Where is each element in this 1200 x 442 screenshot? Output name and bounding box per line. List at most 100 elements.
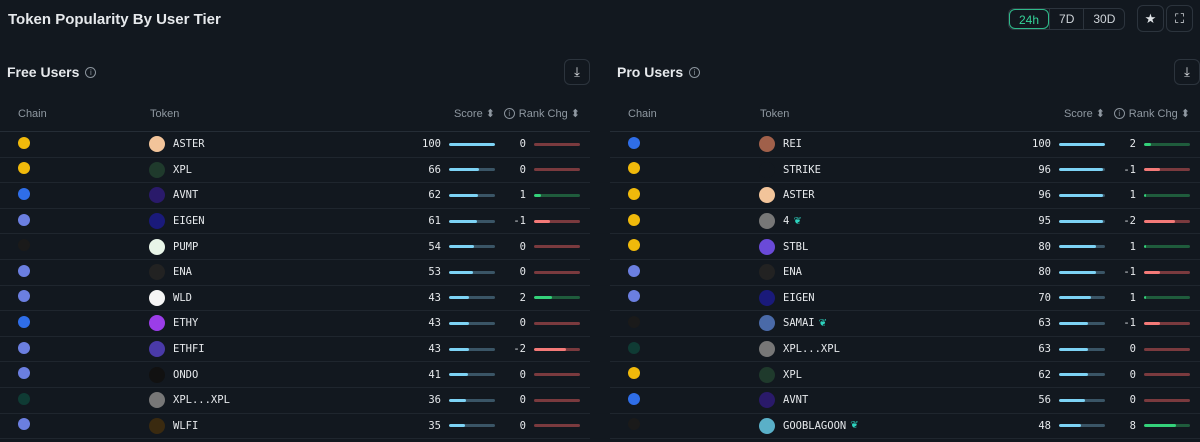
rank-change-value: 0: [519, 163, 526, 176]
info-icon[interactable]: i: [85, 66, 97, 78]
token-icon: [759, 213, 775, 230]
token-symbol[interactable]: XPL: [173, 163, 192, 176]
token-symbol[interactable]: ASTER: [783, 189, 815, 202]
token-symbol[interactable]: WLD: [173, 291, 192, 304]
token-symbol[interactable]: ENA: [783, 266, 802, 279]
range-24h[interactable]: 24h: [1009, 9, 1050, 29]
favorite-button[interactable]: ★: [1137, 5, 1164, 32]
token-symbol[interactable]: 4: [783, 215, 790, 228]
table-row[interactable]: XPL...XPL 36 0: [0, 388, 590, 414]
table-row[interactable]: ASTER 100 0: [0, 132, 590, 158]
score-value: 63: [1038, 317, 1051, 330]
score-bar: [1059, 245, 1105, 249]
table-row[interactable]: ENA 80 -1: [610, 260, 1200, 286]
rank-change-bar: [1144, 424, 1190, 428]
table-row[interactable]: 4 ❦ 95 -2: [610, 209, 1200, 235]
col-score[interactable]: Score ⬍: [400, 107, 495, 121]
table-row[interactable]: STRIKE 96 -1: [610, 158, 1200, 184]
token-icon: [759, 161, 775, 178]
col-token: Token: [760, 107, 790, 120]
table-row[interactable]: REI 100 2: [610, 132, 1200, 158]
table-row[interactable]: WLFI 35 0: [0, 414, 590, 440]
table-row[interactable]: ETHY 43 0: [0, 311, 590, 337]
table-row[interactable]: EIGEN 70 1: [610, 286, 1200, 312]
table-row[interactable]: WLD 43 2: [0, 286, 590, 312]
token-symbol[interactable]: GOOBLAGOON: [783, 419, 847, 432]
rank-change-value: -1: [513, 215, 526, 228]
table-row[interactable]: ENA 53 0: [0, 260, 590, 286]
score-bar: [1059, 321, 1105, 325]
table-row[interactable]: ASTER 96 1: [610, 183, 1200, 209]
rank-change-bar: [534, 347, 580, 351]
score-bar: [1059, 296, 1105, 300]
token-icon: [759, 315, 775, 332]
rank-change-bar: [534, 398, 580, 402]
rank-label: Rank Chg: [518, 107, 568, 120]
token-symbol[interactable]: WLFI: [173, 419, 199, 432]
panel-title: Pro Users: [617, 64, 684, 80]
table-row[interactable]: AVNT 62 1: [0, 183, 590, 209]
col-rank-change[interactable]: i Rank Chg ⬍: [495, 107, 580, 120]
token-symbol[interactable]: STBL: [783, 240, 809, 253]
download-button[interactable]: ⤓: [564, 59, 590, 85]
token-symbol[interactable]: XPL...XPL: [783, 343, 840, 356]
token-symbol[interactable]: ENA: [173, 266, 192, 279]
rank-change-bar: [534, 245, 580, 249]
col-score[interactable]: Score ⬍: [1010, 107, 1105, 121]
token-symbol[interactable]: EIGEN: [783, 291, 815, 304]
token-symbol[interactable]: ASTER: [173, 138, 205, 151]
score-value: 54: [428, 240, 441, 253]
rank-change-bar: [1144, 398, 1190, 402]
score-label: Score: [1063, 107, 1093, 120]
token-symbol[interactable]: XPL...XPL: [173, 394, 230, 407]
score-value: 35: [428, 419, 441, 432]
rank-change-value: -2: [513, 343, 526, 356]
token-symbol[interactable]: EIGEN: [173, 215, 205, 228]
score-label: Score: [453, 107, 483, 120]
table-row[interactable]: AVNT 56 0: [610, 388, 1200, 414]
table-row[interactable]: SAMAI ❦ 63 -1: [610, 311, 1200, 337]
token-symbol[interactable]: XPL: [783, 368, 802, 381]
token-symbol[interactable]: STRIKE: [783, 163, 821, 176]
rank-change-value: 0: [1129, 394, 1136, 407]
range-30d[interactable]: 30D: [1083, 9, 1124, 29]
token-symbol[interactable]: REI: [783, 138, 802, 151]
leaf-icon: ❦: [850, 420, 859, 432]
token-symbol[interactable]: SAMAI: [783, 317, 815, 330]
fullscreen-button[interactable]: ⛶: [1166, 5, 1193, 32]
table-row[interactable]: XPL...XPL 63 0: [610, 337, 1200, 363]
col-rank-change[interactable]: i Rank Chg ⬍: [1105, 107, 1190, 120]
download-button[interactable]: ⤓: [1174, 59, 1200, 85]
score-bar: [1059, 193, 1105, 197]
info-icon: i: [503, 108, 515, 119]
table-row[interactable]: ETHFI 43 -2: [0, 337, 590, 363]
token-symbol[interactable]: PUMP: [173, 240, 199, 253]
table-row[interactable]: XPL 62 0: [610, 362, 1200, 388]
chain-bnb-icon: [18, 136, 30, 149]
table-row[interactable]: ONDO 41 0: [0, 362, 590, 388]
sort-icon: ⬍: [485, 108, 495, 120]
token-symbol[interactable]: AVNT: [173, 189, 199, 202]
table-row[interactable]: PUMP 54 0: [0, 234, 590, 260]
rank-change-bar: [534, 321, 580, 325]
token-symbol[interactable]: ETHY: [173, 317, 199, 330]
rank-change-bar: [1144, 193, 1190, 197]
table-row[interactable]: XPL 66 0: [0, 158, 590, 184]
table-row[interactable]: GOOBLAGOON ❦ 48 8: [610, 414, 1200, 440]
table-row[interactable]: EIGEN 61 -1: [0, 209, 590, 235]
range-7d[interactable]: 7D: [1049, 9, 1083, 29]
rank-change-value: 0: [519, 317, 526, 330]
rank-change-value: 0: [1129, 368, 1136, 381]
info-icon[interactable]: i: [689, 66, 701, 78]
token-symbol[interactable]: AVNT: [783, 394, 809, 407]
token-symbol[interactable]: ONDO: [173, 368, 199, 381]
col-token: Token: [150, 107, 180, 120]
token-icon: [149, 392, 165, 409]
chain-eth-icon: [18, 341, 30, 354]
token-symbol[interactable]: ETHFI: [173, 343, 205, 356]
score-value: 43: [428, 343, 441, 356]
score-value: 66: [428, 163, 441, 176]
score-bar: [1059, 142, 1105, 146]
chain-hype-icon: [18, 392, 30, 405]
table-row[interactable]: STBL 80 1: [610, 234, 1200, 260]
